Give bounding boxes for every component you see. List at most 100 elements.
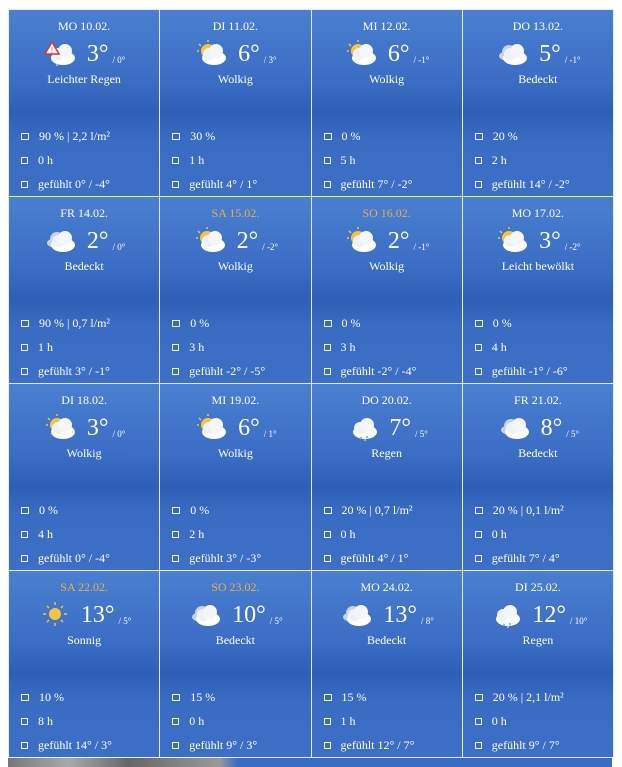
- thermometer-icon: [21, 554, 28, 562]
- forecast-day: MO 24.02. 13° / 8° Bedeckt 15 % 1 h gefü…: [311, 571, 462, 757]
- felt-temp: gefühlt 3° / -1°: [38, 363, 110, 378]
- umbrella-icon: [323, 693, 332, 701]
- umbrella-icon: [323, 506, 332, 514]
- felt-temp: gefühlt 12° / 7°: [340, 737, 415, 752]
- max-temp: 3°: [86, 41, 109, 67]
- sun-hours: 4 h: [38, 526, 53, 541]
- sun-hours: 0 h: [491, 526, 507, 541]
- sun-cloud-icon: [197, 40, 227, 65]
- day-date: DI 25.02.: [515, 580, 561, 594]
- sun-hours-icon: [323, 343, 331, 351]
- cloud-icon: [343, 605, 372, 626]
- day-date: MI 19.02.: [211, 393, 260, 407]
- precipitation: 90 % | 2,2 l/m²: [39, 128, 110, 143]
- umbrella-icon: [21, 506, 29, 514]
- umbrella-icon: [323, 319, 332, 327]
- day-date: SO 23.02.: [211, 580, 260, 594]
- condition: Wolkig: [369, 72, 405, 86]
- sun-hours: 2 h: [491, 152, 507, 167]
- max-temp: 10°: [232, 602, 266, 628]
- cloud-icon: [499, 44, 528, 65]
- cloud-icon: [192, 605, 221, 626]
- day-date: MO 24.02.: [360, 580, 413, 594]
- umbrella-icon: [172, 506, 181, 514]
- day-date: SO 16.02.: [362, 206, 411, 220]
- umbrella-icon: [323, 132, 332, 140]
- sun-cloud-icon: [346, 227, 376, 252]
- umbrella-icon: [172, 132, 181, 140]
- sun-hours-icon: [323, 530, 331, 538]
- day-date: DO 20.02.: [361, 393, 412, 407]
- precipitation: 20 %: [492, 128, 518, 143]
- felt-temp: gefühlt 7° / 4°: [491, 550, 560, 565]
- thermometer-icon: [474, 180, 482, 188]
- sun-cloud-icon: [498, 227, 528, 252]
- condition: Bedeckt: [518, 72, 558, 86]
- rain-cloud-icon: [496, 605, 521, 628]
- umbrella-icon: [474, 693, 483, 701]
- sun-hours-icon: [21, 717, 28, 725]
- felt-temp: gefühlt 0° / -4°: [38, 550, 110, 565]
- sun-hours-icon: [21, 156, 28, 164]
- sun-hours: 8 h: [38, 713, 53, 728]
- sun-hours: 0 h: [189, 713, 205, 728]
- forecast-day: SO 23.02. 10° / 5° Bedeckt 15 % 0 h gefü…: [160, 571, 311, 757]
- felt-temp: gefühlt 0° / -4°: [38, 176, 110, 191]
- sun-hours-icon: [172, 156, 180, 164]
- min-temp: / 5°: [566, 429, 580, 439]
- min-temp: / -1°: [413, 242, 430, 252]
- precipitation: 0 %: [190, 315, 210, 330]
- felt-temp: gefühlt 14° / -2°: [491, 176, 570, 191]
- condition: Bedeckt: [215, 633, 256, 647]
- sun-hours: 3 h: [189, 339, 205, 354]
- sun-hours-icon: [323, 717, 331, 725]
- min-temp: / -2°: [564, 242, 581, 252]
- precipitation: 0 %: [190, 502, 210, 517]
- thermometer-icon: [474, 741, 482, 749]
- felt-temp: gefühlt -2° / -4°: [340, 363, 417, 378]
- sun-hours-icon: [474, 717, 482, 725]
- warning-rain-cloud-icon: !: [43, 40, 75, 67]
- day-date: FR 21.02.: [514, 393, 562, 407]
- max-temp: 2°: [387, 228, 410, 254]
- day-date: SA 22.02.: [60, 580, 108, 594]
- sun-hours: 5 h: [340, 152, 356, 167]
- min-temp: / 3°: [263, 55, 277, 65]
- min-temp: / 8°: [421, 616, 434, 626]
- max-temp: 13°: [383, 602, 417, 628]
- min-temp: / 10°: [570, 616, 588, 626]
- sun-hours-icon: [323, 156, 331, 164]
- thermometer-icon: [21, 741, 28, 749]
- min-temp: / 0°: [112, 55, 126, 65]
- forecast-day: MI 12.02. 6° / -1° Wolkig 0 % 5 h gefühl…: [311, 10, 462, 196]
- bottom-image-strip: [8, 758, 612, 767]
- min-temp: / 1°: [263, 429, 277, 439]
- felt-temp: gefühlt 4° / 1°: [189, 176, 258, 191]
- forecast-day: MO 17.02. 3° / -2° Leicht bewölkt 0 % 4 …: [462, 197, 613, 383]
- thermometer-icon: [474, 367, 482, 375]
- forecast-day: FR 14.02. 2° / 0° Bedeckt 90 % | 0,7 l/m…: [9, 197, 160, 383]
- condition: Bedeckt: [518, 446, 558, 460]
- forecast-day: MO 10.02. ! 3° / 0° Leichter Regen 90 % …: [9, 10, 160, 196]
- sun-hours-icon: [474, 343, 482, 351]
- precipitation: 20 % | 0,7 l/m²: [341, 502, 413, 517]
- sun-hours: 0 h: [491, 713, 507, 728]
- condition: Bedeckt: [366, 633, 407, 647]
- sun-hours: 0 h: [38, 152, 53, 167]
- forecast-day: MI 19.02. 6° / 1° Wolkig 0 % 2 h gefühlt…: [160, 384, 311, 570]
- thermometer-icon: [172, 180, 180, 188]
- thermometer-icon: [323, 180, 331, 188]
- precipitation: 30 %: [190, 128, 216, 143]
- min-temp: / 0°: [112, 429, 126, 439]
- precipitation: 0 %: [341, 315, 361, 330]
- condition: Regen: [371, 446, 402, 460]
- forecast-day: FR 21.02. 8° / 5° Bedeckt 20 % | 0,1 l/m…: [462, 384, 613, 570]
- sun-hours: 3 h: [340, 339, 356, 354]
- day-date: MO 10.02.: [57, 19, 111, 33]
- forecast-day: SO 16.02. 2° / -1° Wolkig 0 % 3 h gefühl…: [311, 197, 462, 383]
- forecast-grid: MO 10.02. ! 3° / 0° Leichter Regen 90 % …: [8, 9, 614, 758]
- max-temp: 6°: [387, 41, 410, 67]
- precipitation: 10 %: [39, 689, 64, 704]
- precipitation: 0 %: [39, 502, 58, 517]
- forecast-day: SA 22.02. 13° / 5° Sonnig 10 % 8 h gefüh…: [9, 571, 160, 757]
